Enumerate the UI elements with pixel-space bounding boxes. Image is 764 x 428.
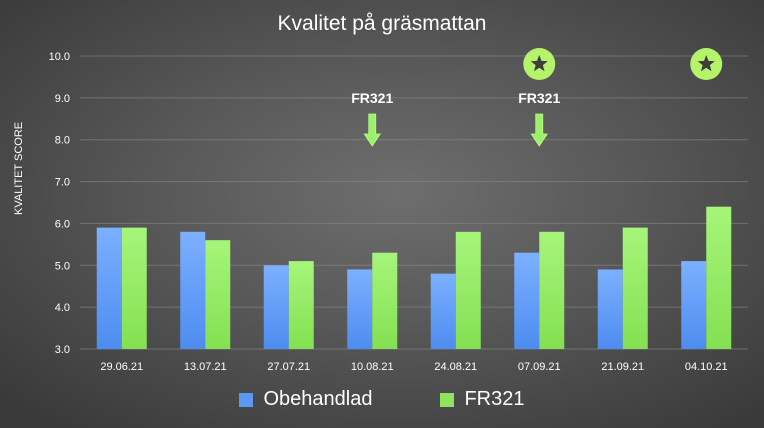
- legend-label-fr321: FR321: [464, 388, 525, 410]
- legend: Obehandlad FR321: [0, 388, 764, 411]
- y-tick-label: 3.0: [55, 344, 70, 356]
- star-icon: [697, 55, 715, 72]
- legend-swatch-blue: [239, 392, 254, 407]
- legend-item-fr321: FR321: [440, 388, 525, 411]
- bar-fr321: [455, 231, 481, 349]
- x-tick-label: 07.09.21: [518, 361, 561, 373]
- bar-obehandlad: [514, 252, 540, 349]
- chart-title: Kvalitet på gräsmattan: [277, 12, 487, 35]
- y-tick-label: 8.0: [55, 135, 70, 147]
- bar-fr321: [706, 206, 732, 349]
- bar-obehandlad: [681, 261, 707, 349]
- bar-obehandlad: [96, 227, 122, 349]
- bar-fr321: [372, 252, 398, 349]
- arrow-annotation-label: FR321: [351, 90, 393, 106]
- y-tick-label: 10.0: [49, 51, 70, 63]
- down-arrow-icon: [530, 113, 548, 147]
- x-tick-label: 13.07.21: [184, 361, 227, 373]
- bar-fr321: [205, 240, 231, 349]
- legend-item-obehandlad: Obehandlad: [239, 388, 372, 411]
- x-tick-label: 24.08.21: [434, 361, 477, 373]
- y-tick-label: 9.0: [55, 93, 70, 105]
- x-tick-label: 10.08.21: [351, 361, 394, 373]
- bar-obehandlad: [263, 265, 289, 349]
- bar-obehandlad: [347, 269, 373, 349]
- legend-swatch-green: [440, 392, 455, 407]
- x-tick-label: 29.06.21: [100, 361, 143, 373]
- bar-fr321: [288, 261, 314, 349]
- star-icon: [530, 55, 548, 72]
- arrow-annotation-label: FR321: [518, 90, 560, 106]
- bar-fr321: [539, 231, 565, 349]
- y-tick-label: 4.0: [55, 302, 70, 314]
- y-tick-label: 7.0: [55, 177, 70, 189]
- bar-obehandlad: [597, 269, 623, 349]
- down-arrow-icon: [363, 113, 381, 147]
- y-tick-label: 5.0: [55, 260, 70, 272]
- x-tick-label: 27.07.21: [267, 361, 310, 373]
- legend-label-obehandlad: Obehandlad: [263, 388, 373, 410]
- x-tick-label: 21.09.21: [601, 361, 644, 373]
- y-tick-label: 6.0: [55, 218, 70, 230]
- bar-obehandlad: [430, 273, 456, 349]
- bar-fr321: [622, 227, 648, 349]
- bar-obehandlad: [180, 231, 206, 349]
- bar-fr321: [121, 227, 147, 349]
- x-tick-label: 04.10.21: [685, 361, 728, 373]
